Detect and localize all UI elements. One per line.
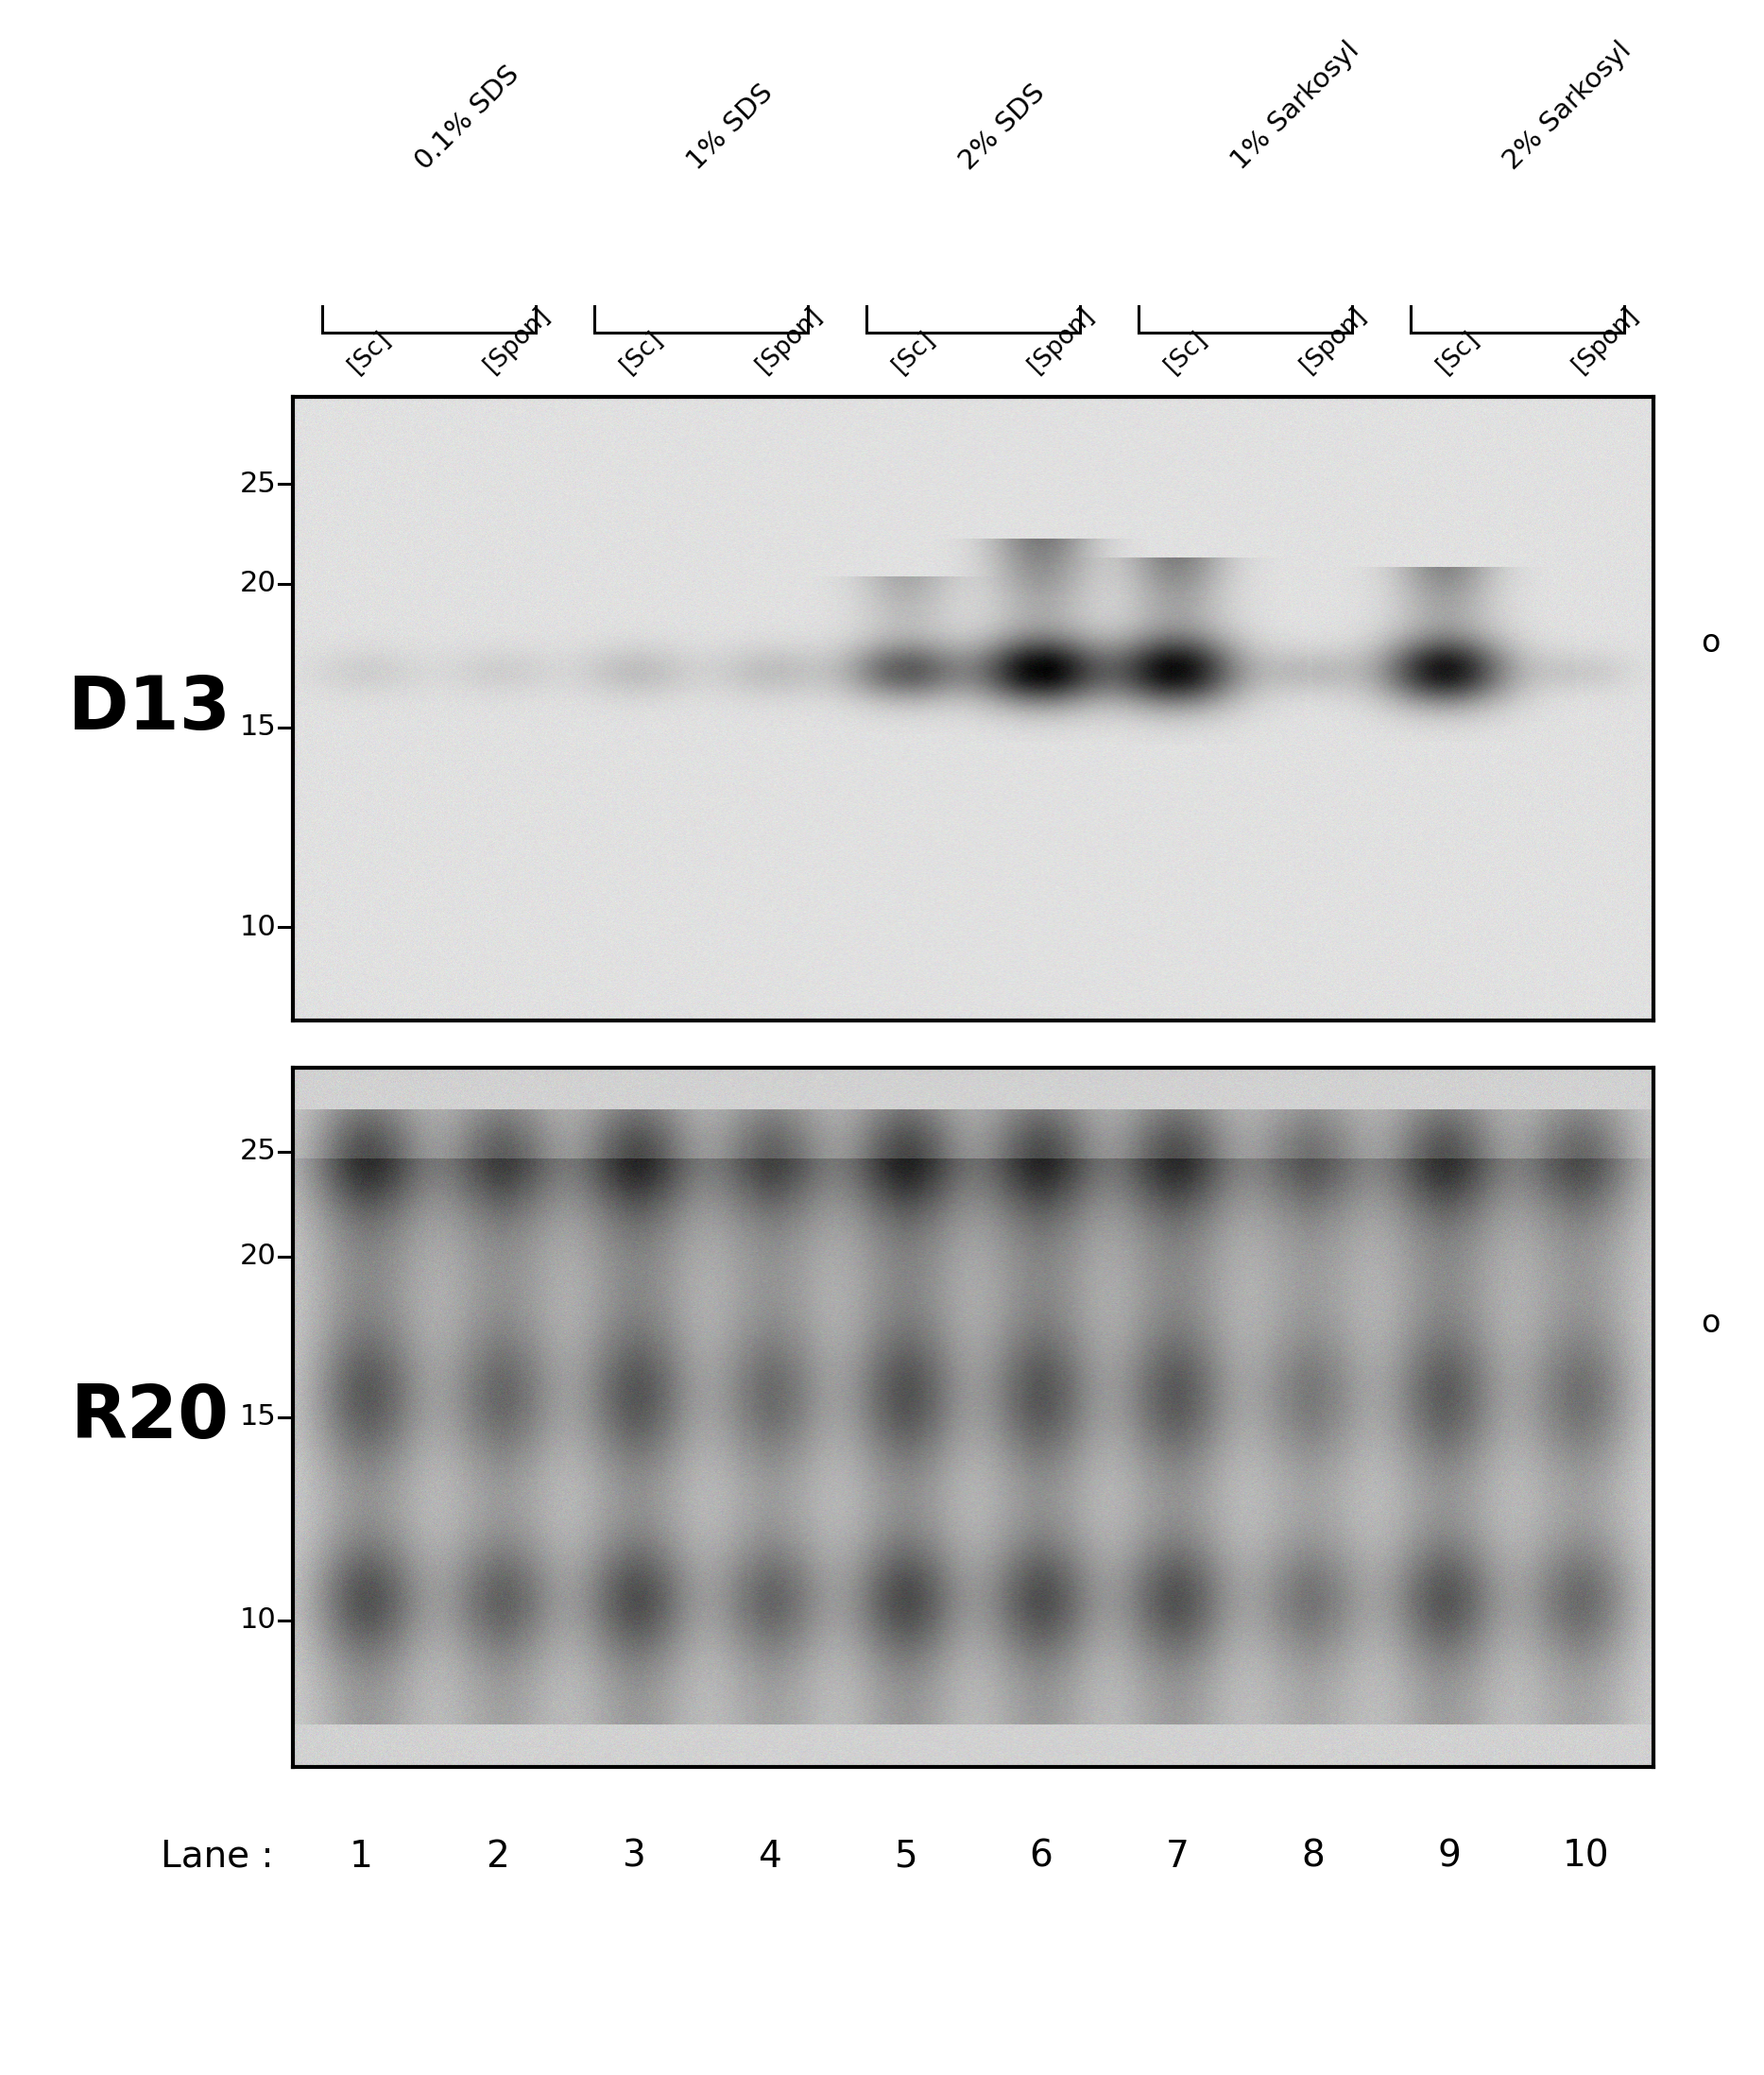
Text: 15: 15 xyxy=(240,714,275,741)
Text: 5: 5 xyxy=(894,1838,917,1874)
Text: 2% Sarkosyl: 2% Sarkosyl xyxy=(1499,37,1637,174)
Text: [Spon]: [Spon] xyxy=(1568,303,1644,378)
Text: 10: 10 xyxy=(240,1606,275,1633)
Text: [Spon]: [Spon] xyxy=(480,303,556,378)
Text: [Sc]: [Sc] xyxy=(1161,326,1212,378)
Text: 8: 8 xyxy=(1302,1838,1325,1874)
Text: 6: 6 xyxy=(1030,1838,1053,1874)
Text: [Sc]: [Sc] xyxy=(1432,326,1484,378)
Text: R20: R20 xyxy=(71,1382,229,1452)
Text: 7: 7 xyxy=(1166,1838,1189,1874)
Text: 0.1% SDS: 0.1% SDS xyxy=(411,60,524,174)
Text: 25: 25 xyxy=(240,1137,275,1166)
Text: 4: 4 xyxy=(757,1838,781,1874)
Text: 10: 10 xyxy=(240,913,275,940)
Text: 20: 20 xyxy=(240,1243,275,1270)
Text: 1% Sarkosyl: 1% Sarkosyl xyxy=(1226,37,1365,174)
Text: 10: 10 xyxy=(1561,1838,1609,1874)
Text: 25: 25 xyxy=(240,471,275,498)
Text: o: o xyxy=(1700,627,1720,658)
Text: 1% SDS: 1% SDS xyxy=(683,79,778,174)
Text: o: o xyxy=(1700,1307,1720,1338)
Text: 15: 15 xyxy=(240,1403,275,1432)
Text: [Sc]: [Sc] xyxy=(344,326,395,378)
Text: [Spon]: [Spon] xyxy=(751,303,827,378)
Text: [Spon]: [Spon] xyxy=(1023,303,1099,378)
Text: D13: D13 xyxy=(69,672,231,745)
Text: [Sc]: [Sc] xyxy=(887,326,940,378)
Text: [Spon]: [Spon] xyxy=(1297,303,1371,378)
Text: 1: 1 xyxy=(349,1838,372,1874)
Text: 2% SDS: 2% SDS xyxy=(954,79,1050,174)
Text: 3: 3 xyxy=(621,1838,644,1874)
Text: Lane :: Lane : xyxy=(161,1838,273,1874)
Text: 9: 9 xyxy=(1438,1838,1461,1874)
Text: 20: 20 xyxy=(240,571,275,598)
Text: [Sc]: [Sc] xyxy=(616,326,669,378)
Text: 2: 2 xyxy=(485,1838,508,1874)
